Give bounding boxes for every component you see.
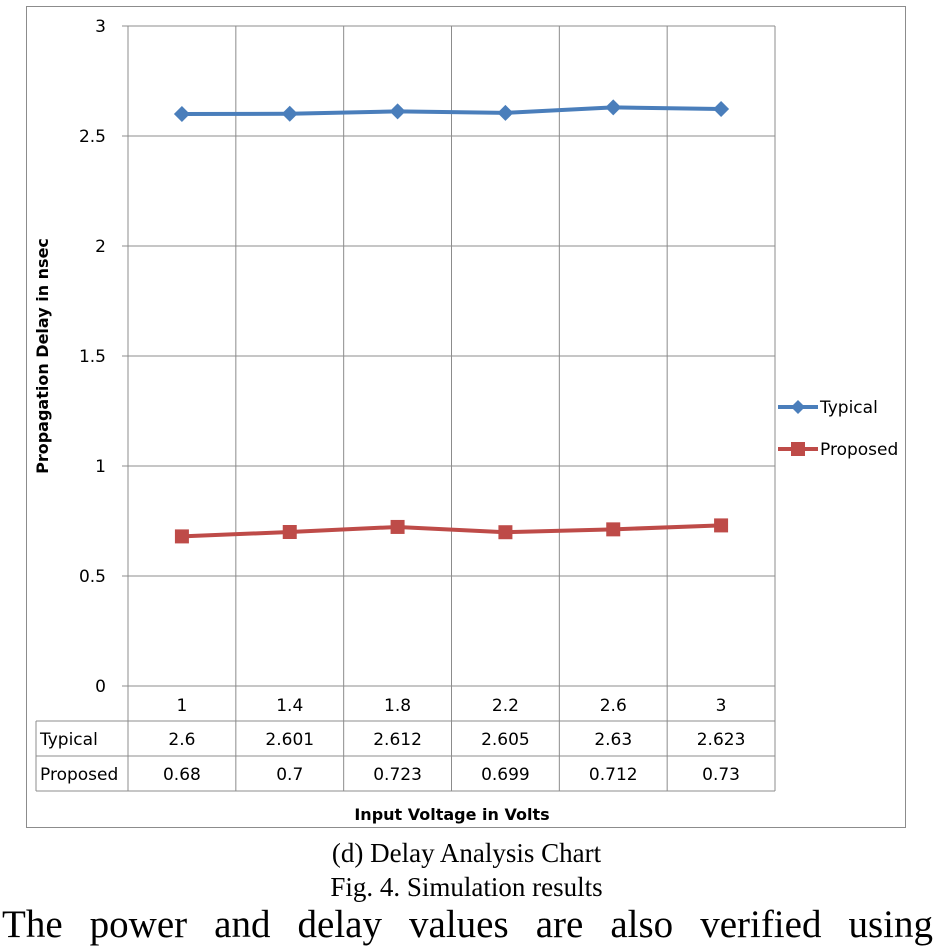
series-line-typical (181, 105, 722, 116)
data-point-typical (605, 99, 622, 116)
y-tick-label: 0.5 (79, 567, 106, 587)
x-axis-title: Input Voltage in Volts (354, 805, 549, 824)
body-word: delay (297, 903, 382, 946)
body-word: power (89, 903, 188, 946)
subfigure-caption: (d) Delay Analysis Chart (331, 838, 602, 868)
chart-frame (26, 6, 906, 828)
figure-caption: Fig. 4. Simulation results (330, 872, 603, 902)
legend-label: Typical (819, 398, 878, 418)
table-value: 2.612 (373, 730, 422, 750)
table-value: 0.723 (373, 765, 422, 785)
data-point-proposed (390, 519, 405, 534)
body-word: verified (700, 903, 822, 946)
table-value: 2.601 (265, 730, 314, 750)
data-point-typical (713, 100, 730, 117)
table-value: 0.73 (702, 765, 740, 785)
legend-label: Proposed (820, 440, 898, 460)
legend-marker (791, 442, 805, 456)
data-point-proposed (282, 525, 297, 539)
table-value: 2.63 (594, 730, 632, 750)
table-value: 2.605 (481, 730, 530, 750)
x-category-label: 1.8 (384, 696, 411, 716)
y-tick-label: 1 (95, 457, 106, 477)
data-point-typical (389, 103, 406, 120)
series-line-proposed (181, 523, 722, 539)
y-tick-label: 3 (95, 17, 106, 37)
table-value: 2.623 (697, 730, 746, 750)
data-point-proposed (174, 529, 189, 544)
table-series-name: Typical (39, 730, 98, 750)
body-word: are (535, 903, 584, 946)
body-word: also (610, 903, 674, 946)
table-value: 0.699 (481, 765, 530, 785)
x-category-label: 1 (177, 696, 188, 716)
body-word: using (848, 903, 933, 946)
y-tick-label: 2 (95, 237, 106, 257)
table-series-name: Proposed (40, 765, 118, 785)
legend-marker (791, 400, 805, 414)
y-tick-label: 2.5 (79, 127, 106, 147)
data-point-typical (173, 106, 190, 122)
data-point-typical (281, 105, 298, 122)
data-point-typical (497, 104, 514, 121)
y-tick-label: 0 (95, 677, 106, 697)
x-category-label: 2.2 (492, 696, 519, 716)
x-category-label: 3 (716, 696, 727, 716)
body-word: values (409, 903, 509, 946)
y-tick-label: 1.5 (79, 347, 106, 367)
body-word: and (214, 903, 271, 946)
x-category-label: 1.4 (276, 696, 303, 716)
body-text-line: The power and delay values are also verified usi… (0, 902, 933, 947)
data-point-proposed (714, 518, 729, 533)
table-value: 2.6 (168, 730, 195, 750)
data-point-proposed (498, 525, 513, 540)
y-axis-title: Propagation Delay in nsec (33, 238, 52, 474)
table-value: 0.68 (163, 765, 201, 785)
x-category-label: 2.6 (600, 696, 627, 716)
body-word: The (2, 903, 63, 946)
data-point-proposed (606, 522, 621, 537)
table-value: 0.712 (589, 765, 638, 785)
table-value: 0.7 (276, 765, 303, 785)
